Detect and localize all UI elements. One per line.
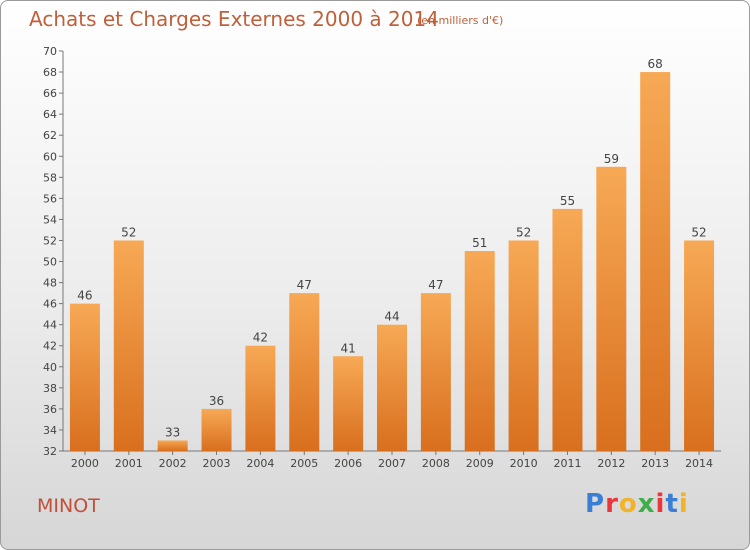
- y-tick-label: 70: [43, 45, 57, 58]
- x-tick-label: 2004: [246, 457, 274, 470]
- x-tick-label: 2001: [115, 457, 143, 470]
- data-label: 47: [297, 278, 312, 292]
- logo-letter: i: [655, 489, 666, 519]
- bar-2003: [201, 408, 232, 451]
- data-label: 36: [209, 394, 224, 408]
- x-tick-label: 2012: [597, 457, 625, 470]
- x-tick-label: 2003: [203, 457, 231, 470]
- y-tick-label: 36: [43, 403, 57, 416]
- chart-title: Achats et Charges Externes 2000 à 2014: [29, 7, 439, 31]
- bar-2000: [69, 303, 100, 451]
- data-label: 41: [340, 341, 355, 355]
- data-label: 47: [428, 278, 443, 292]
- x-tick-label: 2000: [71, 457, 99, 470]
- bar-2006: [333, 356, 364, 451]
- bar-2012: [596, 166, 627, 451]
- y-tick-label: 64: [43, 108, 57, 121]
- logo-letter: r: [605, 489, 619, 519]
- x-tick-label: 2007: [378, 457, 406, 470]
- data-label: 51: [472, 236, 487, 250]
- x-tick-label: 2013: [641, 457, 669, 470]
- x-tick-label: 2002: [159, 457, 187, 470]
- y-tick-label: 56: [43, 192, 57, 205]
- data-label: 52: [691, 225, 706, 239]
- bar-2005: [289, 293, 320, 451]
- x-tick-label: 2006: [334, 457, 362, 470]
- logo-letter: P: [585, 489, 606, 519]
- data-label: 52: [516, 225, 531, 239]
- y-tick-label: 34: [43, 424, 57, 437]
- y-tick-label: 54: [43, 213, 57, 226]
- logo-letter: x: [637, 489, 656, 519]
- town-name: MINOT: [37, 495, 100, 517]
- bar-2014: [684, 240, 715, 451]
- y-tick-label: 44: [43, 319, 57, 332]
- x-tick-label: 2014: [685, 457, 713, 470]
- y-tick-label: 50: [43, 256, 57, 269]
- x-tick-label: 2008: [422, 457, 450, 470]
- bar-2004: [245, 345, 276, 451]
- y-tick-label: 46: [43, 298, 57, 311]
- data-label: 33: [165, 425, 180, 439]
- x-tick-label: 2009: [466, 457, 494, 470]
- y-tick-label: 32: [43, 445, 57, 458]
- bar-2002: [157, 440, 188, 451]
- bar-2007: [377, 324, 407, 451]
- logo-letter: t: [665, 489, 679, 519]
- y-tick-label: 68: [43, 66, 57, 79]
- y-tick-label: 52: [43, 234, 57, 247]
- data-label: 52: [121, 225, 136, 239]
- data-label: 68: [648, 57, 663, 71]
- data-label: 59: [604, 152, 619, 166]
- bar-2010: [508, 240, 539, 451]
- y-tick-label: 42: [43, 340, 57, 353]
- bar-2008: [420, 293, 451, 451]
- bar-2013: [640, 72, 671, 451]
- y-tick-label: 40: [43, 361, 57, 374]
- y-tick-label: 38: [43, 382, 57, 395]
- data-label: 42: [253, 331, 268, 345]
- y-tick-label: 66: [43, 87, 57, 100]
- x-tick-label: 2005: [290, 457, 318, 470]
- data-label: 44: [384, 310, 399, 324]
- chart-subtitle: (en milliers d'€): [417, 14, 504, 27]
- bar-2001: [113, 240, 144, 451]
- bar-chart: 32 34 36 38 40 42 44 46 48 50 52 54 56 58 60 62 64 66 68 70…: [43, 45, 721, 470]
- y-tick-label: 48: [43, 277, 57, 290]
- x-tick-label: 2010: [510, 457, 538, 470]
- bar-2009: [464, 251, 495, 451]
- proxiti-logo: Proxiti: [585, 489, 689, 519]
- x-tick-label: 2011: [553, 457, 581, 470]
- data-label: 46: [77, 289, 92, 303]
- y-tick-label: 62: [43, 129, 57, 142]
- logo-letter: o: [618, 489, 638, 519]
- bar-2011: [552, 208, 583, 451]
- y-tick-label: 58: [43, 171, 57, 184]
- y-tick-label: 60: [43, 150, 57, 163]
- logo-letter: i: [678, 489, 689, 519]
- data-label: 55: [560, 194, 575, 208]
